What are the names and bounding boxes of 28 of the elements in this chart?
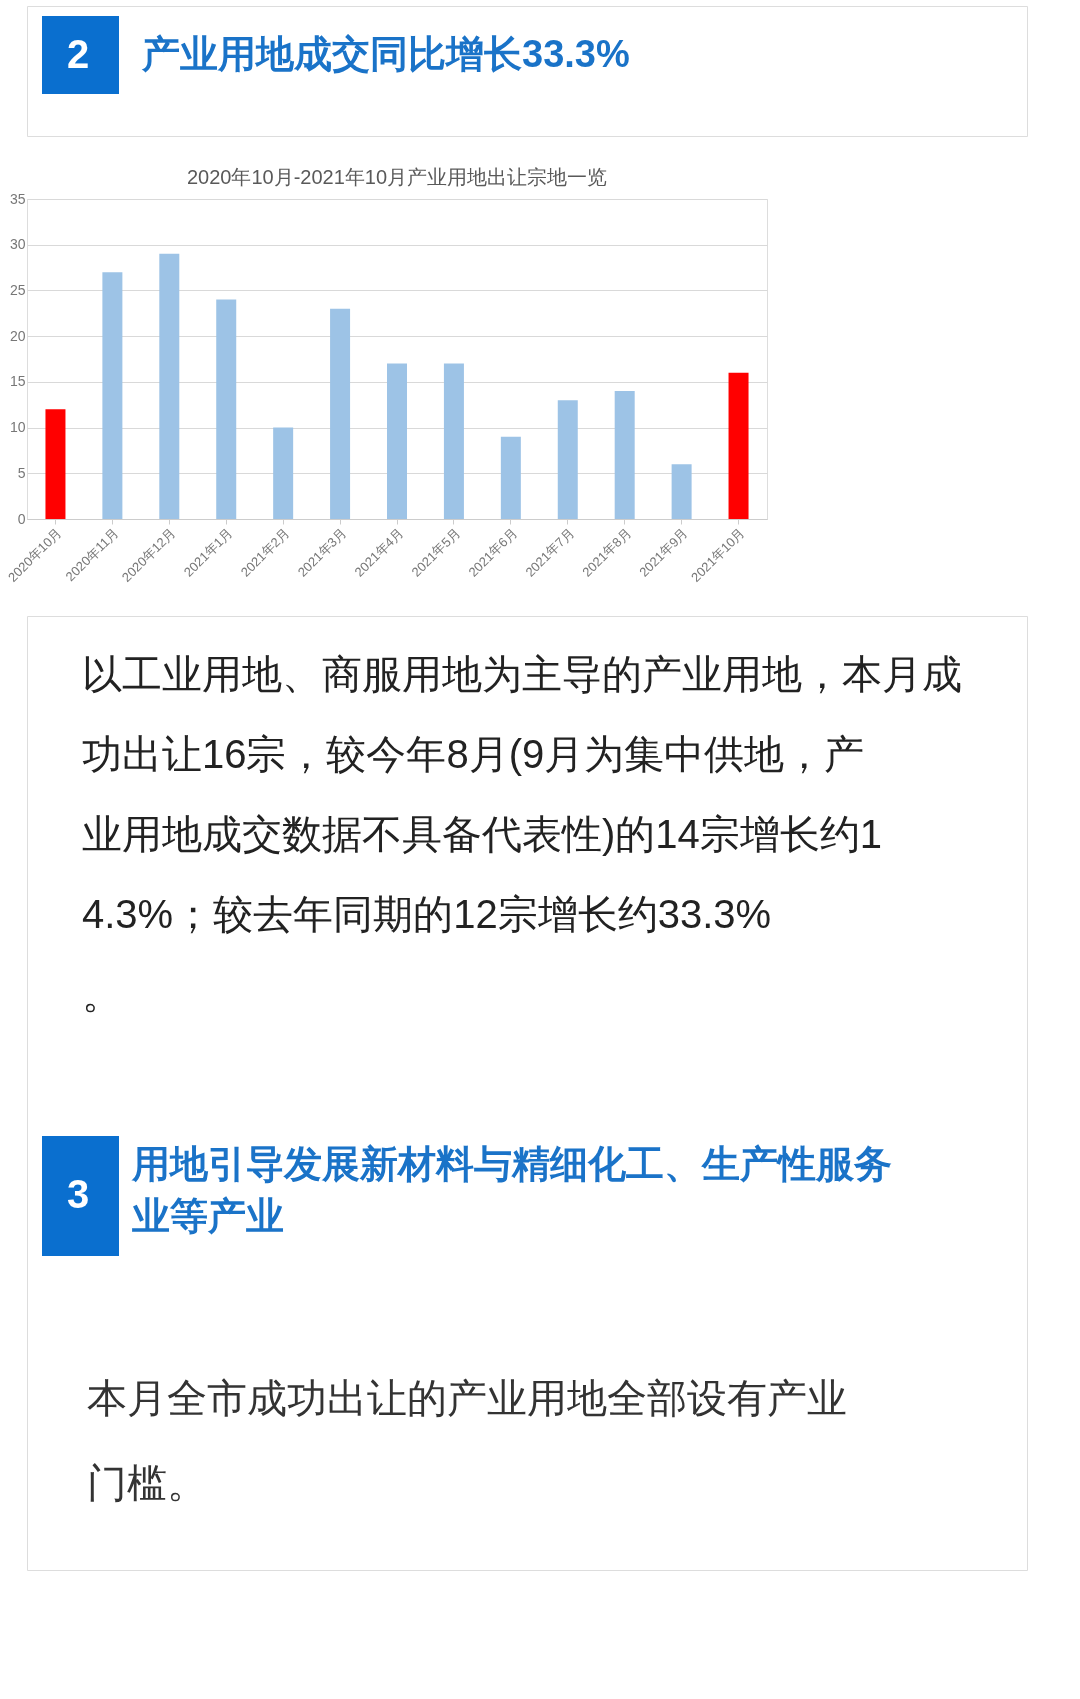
- y-tick-label: 5: [17, 464, 26, 481]
- bar: [330, 308, 351, 519]
- y-tick-label: 30: [9, 236, 26, 253]
- y-tick-label: 35: [9, 190, 26, 207]
- bar: [45, 409, 66, 519]
- text: 用地引导发展新材料与精细化工、生产性服务业等产业: [131, 1143, 892, 1237]
- chart-title: 2020年10月-2021年10月产业用地出让宗地一览: [186, 166, 608, 188]
- y-tick-label: 10: [9, 419, 26, 436]
- bar: [557, 400, 578, 519]
- bar: [728, 372, 749, 519]
- bar: [159, 253, 180, 519]
- text: 本月全市成功出让的产业用地全部设有产业门槛。: [87, 1376, 847, 1505]
- text: 产业用地成交同比增长33.3%: [141, 33, 630, 75]
- y-tick-label: 20: [9, 327, 26, 344]
- text: 2: [67, 32, 90, 76]
- y-tick-label: 25: [9, 281, 26, 298]
- bar: [500, 436, 521, 519]
- bar: [216, 299, 237, 519]
- bar: [671, 464, 692, 519]
- y-tick-label: 15: [9, 373, 26, 390]
- bar: [387, 363, 407, 519]
- bar: [273, 427, 294, 519]
- bar: [614, 391, 635, 519]
- text: 以工业用地、商服用地为主导的产业用地，本月成功出让16宗，较今年8月(9月为集中供地，产业用地成交数据不具备代表性)的14宗增长约14.3%；较去年同期的12宗增长约33.3%。: [82, 652, 962, 1016]
- bar: [102, 272, 123, 519]
- bar: [443, 363, 464, 519]
- y-tick-label: 0: [17, 510, 26, 527]
- text: 3: [67, 1172, 90, 1216]
